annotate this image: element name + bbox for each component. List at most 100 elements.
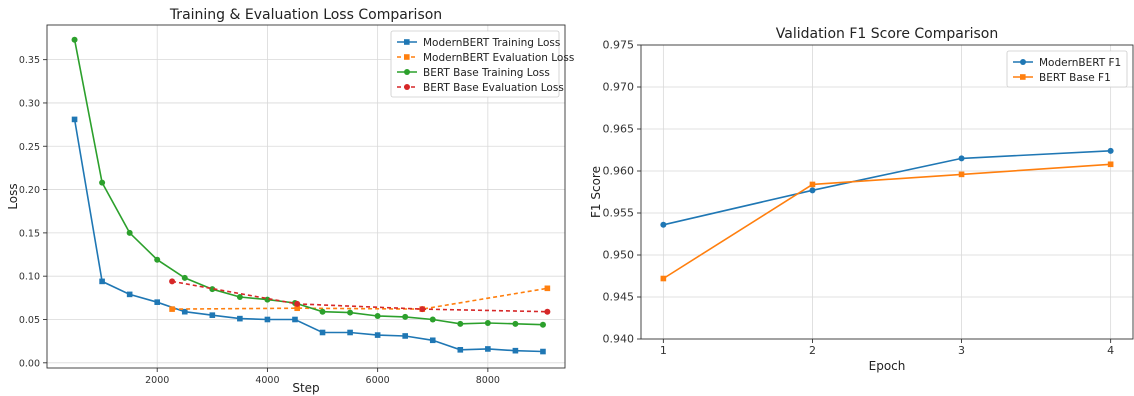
x-tick-label: 1	[660, 344, 667, 357]
data-point	[294, 305, 300, 312]
data-point	[660, 275, 667, 282]
x-tick-label: 8000	[476, 375, 500, 386]
data-point	[544, 308, 551, 315]
legend-box	[1006, 50, 1128, 88]
data-point	[457, 320, 464, 327]
data-point	[237, 315, 243, 322]
plot-frame	[640, 44, 1134, 340]
legend-swatch-marker	[404, 84, 410, 90]
y-axis-label: Loss	[6, 183, 20, 209]
x-tick-label: 6000	[366, 375, 390, 386]
series-line	[171, 280, 548, 313]
series-line	[663, 150, 1111, 226]
y-tick-label: 0.05	[19, 315, 40, 326]
y-tick-label: 0.955	[603, 207, 635, 220]
y-tick-label: 0.950	[603, 249, 635, 262]
data-point	[429, 316, 436, 323]
series-line	[662, 163, 1111, 280]
data-point	[660, 221, 667, 228]
data-point	[209, 312, 216, 318]
legend-swatch-marker	[404, 39, 410, 45]
data-point	[1107, 161, 1114, 168]
series-1	[660, 147, 1114, 228]
data-point	[485, 346, 491, 352]
legend-swatch-marker	[404, 69, 410, 75]
data-point	[181, 308, 188, 315]
x-tick-label: 4000	[255, 375, 279, 386]
data-point	[374, 332, 381, 338]
data-point	[126, 229, 133, 236]
legend: ModernBERT Training Loss ModernBERT Evalu…	[390, 30, 574, 98]
data-point	[99, 179, 106, 186]
series-line	[73, 119, 544, 353]
legend-box	[390, 30, 560, 98]
legend-swatch-marker	[1020, 74, 1026, 80]
series-1	[71, 116, 546, 355]
y-tick-label: 0.00	[19, 358, 40, 369]
data-point	[126, 291, 133, 298]
data-point	[236, 293, 243, 300]
data-point	[347, 329, 353, 336]
legend-label: BERT Base F1	[1039, 72, 1111, 84]
legend-label: BERT Base Evaluation Loss	[423, 82, 564, 94]
legend-swatch-marker	[1020, 59, 1026, 65]
y-tick-label: 0.975	[603, 39, 635, 52]
data-point	[809, 181, 816, 188]
data-point	[539, 321, 546, 328]
x-tick-label: 2000	[145, 375, 169, 386]
data-point	[264, 316, 271, 323]
series-2	[660, 161, 1114, 282]
x-tick-label: 3	[958, 344, 965, 357]
legend-swatch-marker	[404, 54, 410, 60]
y-tick-label: 0.30	[19, 98, 40, 109]
x-axis-label: Epoch	[869, 359, 906, 373]
plot-frame	[46, 24, 566, 369]
data-point	[169, 306, 175, 312]
series-2	[169, 285, 551, 312]
series-4	[169, 278, 551, 315]
legend-label: ModernBERT Training Loss	[423, 37, 560, 49]
chart-title: Validation F1 Score Comparison	[776, 26, 998, 42]
data-point	[209, 286, 216, 293]
y-tick-label: 0.25	[19, 142, 40, 153]
data-point	[71, 116, 78, 123]
data-point	[181, 274, 188, 281]
y-tick-label: 0.20	[19, 185, 40, 196]
legend-label: ModernBERT Evaluation Loss	[423, 52, 574, 64]
y-tick-label: 0.970	[603, 81, 635, 94]
data-point	[429, 337, 436, 344]
y-tick-label: 0.965	[603, 123, 635, 136]
legend: ModernBERT F1 BERT Base F1	[1006, 50, 1128, 88]
data-point	[1107, 147, 1114, 154]
x-axis-label: Step	[292, 381, 319, 395]
data-point	[374, 313, 381, 320]
data-point	[347, 309, 354, 316]
data-point	[544, 285, 551, 292]
data-point	[294, 300, 301, 307]
data-point	[540, 348, 546, 355]
data-point	[292, 316, 298, 323]
data-point	[958, 171, 965, 178]
data-point	[402, 313, 409, 320]
data-point	[319, 329, 326, 336]
chart-title: Training & Evaluation Loss Comparison	[169, 7, 442, 23]
legend-label: BERT Base Training Loss	[423, 67, 550, 79]
data-point	[154, 299, 161, 305]
data-point	[154, 256, 161, 263]
data-point	[402, 333, 408, 339]
y-tick-label: 0.945	[603, 291, 635, 304]
chart-panel-1: 2000 4000 6000 8000 0.00 0.05 0.10 0.15 0.20 0.25…	[6, 7, 574, 395]
x-tick-label: 4	[1107, 344, 1114, 357]
x-tick-label: 2	[809, 344, 816, 357]
data-point	[512, 320, 519, 327]
data-point	[958, 155, 965, 162]
data-point	[319, 308, 326, 315]
data-point	[99, 278, 105, 285]
data-point	[71, 36, 78, 43]
series-3	[71, 36, 546, 328]
y-tick-label: 0.15	[19, 228, 40, 239]
data-point	[169, 278, 176, 285]
data-point	[484, 319, 491, 326]
